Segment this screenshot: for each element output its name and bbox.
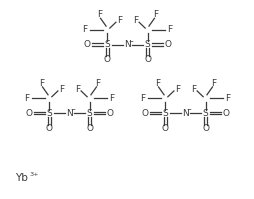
- Text: S: S: [144, 40, 150, 49]
- Text: F: F: [39, 79, 44, 88]
- Text: O: O: [164, 40, 171, 49]
- Text: O: O: [46, 124, 53, 133]
- Text: F: F: [75, 85, 80, 94]
- Text: N: N: [181, 109, 188, 118]
- Text: N: N: [66, 109, 73, 118]
- Text: F: F: [133, 16, 138, 25]
- Text: F: F: [210, 79, 215, 88]
- Text: F: F: [225, 94, 230, 103]
- Text: −: −: [70, 107, 75, 112]
- Text: O: O: [201, 124, 208, 133]
- Text: 3+: 3+: [30, 172, 39, 177]
- Text: O: O: [86, 124, 93, 133]
- Text: N: N: [124, 40, 130, 49]
- Text: S: S: [104, 40, 110, 49]
- Text: O: O: [141, 109, 148, 118]
- Text: O: O: [144, 55, 151, 64]
- Text: F: F: [154, 79, 159, 88]
- Text: F: F: [95, 79, 100, 88]
- Text: −: −: [128, 38, 133, 43]
- Text: O: O: [26, 109, 33, 118]
- Text: S: S: [46, 109, 52, 118]
- Text: O: O: [221, 109, 228, 118]
- Text: F: F: [96, 10, 101, 19]
- Text: F: F: [190, 85, 195, 94]
- Text: F: F: [140, 94, 145, 103]
- Text: F: F: [59, 85, 64, 94]
- Text: F: F: [82, 25, 87, 34]
- Text: F: F: [24, 94, 29, 103]
- Text: F: F: [167, 25, 172, 34]
- Text: O: O: [83, 40, 90, 49]
- Text: F: F: [174, 85, 179, 94]
- Text: S: S: [162, 109, 168, 118]
- Text: O: O: [161, 124, 168, 133]
- Text: O: O: [103, 55, 110, 64]
- Text: −: −: [186, 107, 191, 112]
- Text: F: F: [109, 94, 114, 103]
- Text: F: F: [153, 10, 158, 19]
- Text: Yb: Yb: [15, 173, 28, 183]
- Text: F: F: [116, 16, 121, 25]
- Text: S: S: [86, 109, 92, 118]
- Text: O: O: [106, 109, 113, 118]
- Text: S: S: [202, 109, 208, 118]
